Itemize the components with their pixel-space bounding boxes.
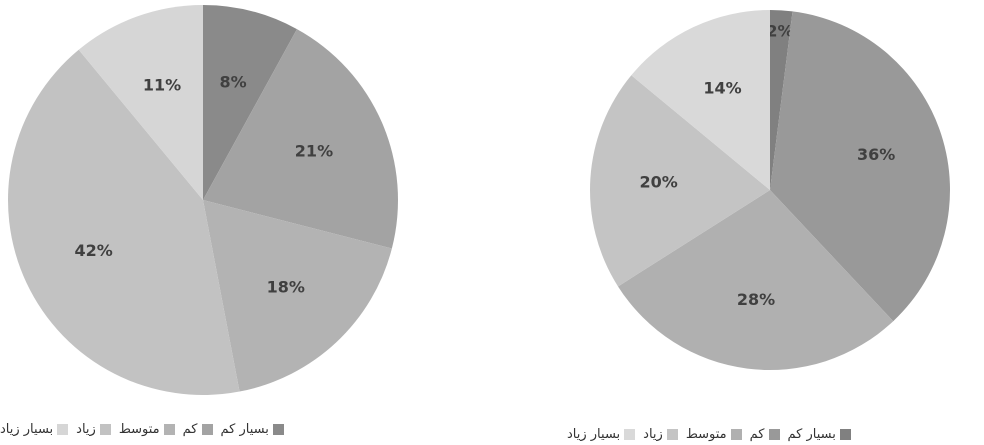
legend-swatch: [164, 424, 175, 435]
legend-swatch: [202, 424, 213, 435]
legend-item: متوسط: [686, 427, 742, 442]
data-label: 20%: [639, 172, 677, 191]
legend-swatch: [840, 429, 851, 440]
data-label: 11%: [143, 76, 181, 95]
legend-swatch: [100, 424, 111, 435]
data-label: 8%: [219, 72, 246, 91]
legend-swatch: [769, 429, 780, 440]
legend-item: کم: [183, 422, 213, 437]
legend-label: بسیار زیاد: [0, 422, 53, 437]
legend: بسیار کم کم متوسط زیاد بسیار زیاد: [567, 427, 851, 442]
legend-swatch: [731, 429, 742, 440]
data-label: 21%: [295, 141, 333, 160]
legend-label: بسیار کم: [788, 427, 836, 442]
legend-swatch: [667, 429, 678, 440]
legend-label: زیاد: [76, 422, 96, 437]
legend-swatch: [273, 424, 284, 435]
data-label: 42%: [74, 241, 112, 260]
legend: بسیار کم کم متوسط زیاد بسیار زیاد: [0, 422, 284, 437]
legend-item: زیاد: [76, 422, 111, 437]
legend-label: کم: [183, 422, 198, 437]
page: 8%21%18%42%11%2%36%28%20%14% بسیار کمکمم…: [0, 0, 984, 445]
legend-label: متوسط: [686, 427, 727, 442]
data-label: 36%: [857, 145, 895, 164]
legend-item: کم: [750, 427, 780, 442]
charts: 8%21%18%42%11%2%36%28%20%14%: [0, 0, 984, 445]
legend-label: بسیار زیاد: [567, 427, 620, 442]
legend-item: بسیار زیاد: [567, 427, 635, 442]
legend-label: زیاد: [643, 427, 663, 442]
data-label: 14%: [703, 79, 741, 98]
legend-item: زیاد: [643, 427, 678, 442]
legend-item: بسیار زیاد: [0, 422, 68, 437]
data-label: 18%: [267, 278, 305, 297]
legend-label: متوسط: [119, 422, 160, 437]
legend-label: کم: [750, 427, 765, 442]
legend-label: بسیار کم: [221, 422, 269, 437]
data-label: 28%: [737, 290, 775, 309]
legend-swatch: [624, 429, 635, 440]
legend-item: بسیار کم: [221, 422, 284, 437]
legend-item: متوسط: [119, 422, 175, 437]
legend-item: بسیار کم: [788, 427, 851, 442]
legend-swatch: [57, 424, 68, 435]
